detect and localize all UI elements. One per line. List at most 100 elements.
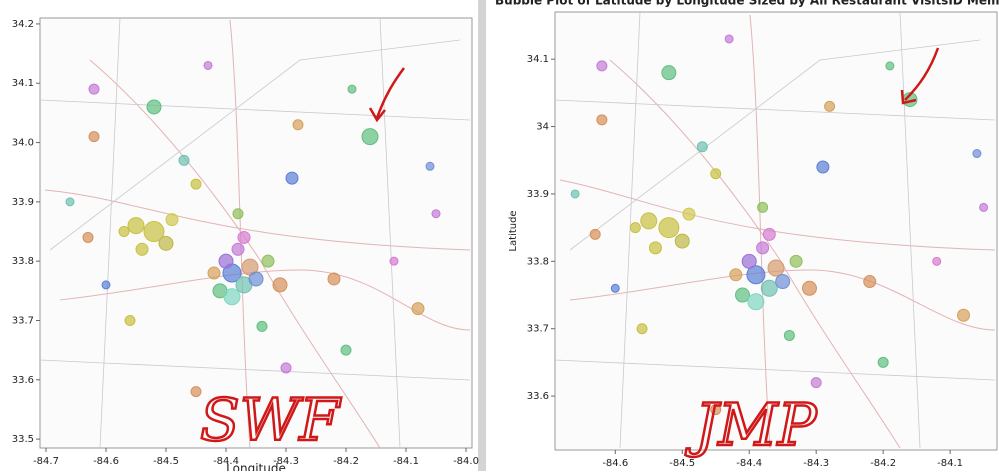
- bubble: [88, 83, 100, 95]
- bubble: [789, 254, 803, 268]
- bubble: [218, 253, 234, 269]
- y-tick-label: 33.7: [12, 315, 34, 326]
- divider: [478, 0, 486, 471]
- bubble: [347, 84, 357, 94]
- bubble: [340, 344, 352, 356]
- bubble: [327, 272, 341, 286]
- bubble: [292, 119, 304, 131]
- bubble: [885, 61, 895, 71]
- bubble: [648, 241, 662, 255]
- bubble: [190, 178, 202, 190]
- bubble: [747, 293, 765, 311]
- y-tick-label: 33.9: [527, 189, 549, 200]
- bubble: [735, 287, 751, 303]
- arrow-right: [900, 47, 940, 105]
- x-tick-label: -84.3: [273, 456, 299, 467]
- bubble: [816, 160, 830, 174]
- handwritten-note: SWF: [200, 386, 341, 454]
- y-tick-label: 33.9: [12, 197, 34, 208]
- handwritten-note: JMP: [685, 391, 818, 459]
- x-tick-label: -84.5: [669, 458, 695, 469]
- bubble: [127, 217, 145, 235]
- x-tick-label: -84.7: [33, 456, 59, 467]
- y-tick-label: 34: [536, 122, 549, 133]
- bubble: [767, 259, 785, 277]
- bubble: [272, 277, 288, 293]
- bubble: [824, 100, 836, 112]
- bubble: [877, 356, 889, 368]
- bubble: [231, 242, 245, 256]
- x-tick-label: -84.3: [803, 458, 829, 469]
- bubble: [261, 254, 275, 268]
- bubble: [863, 275, 877, 289]
- bubble: [724, 34, 734, 44]
- bubble: [280, 362, 292, 374]
- bubble: [165, 213, 179, 227]
- bubble: [801, 280, 817, 296]
- chart-title: Bubble Plot of Latitude by Longitude Siz…: [495, 0, 999, 8]
- x-tick-label: -84.2: [870, 458, 896, 469]
- bubble: [207, 266, 221, 280]
- y-tick-label: 34.2: [12, 19, 34, 30]
- bubble: [710, 404, 722, 416]
- bubble: [661, 65, 677, 81]
- bubble: [124, 314, 136, 326]
- bubble: [783, 329, 795, 341]
- map-roads-right: [554, 11, 996, 449]
- bubble: [596, 114, 608, 126]
- bubble: [596, 60, 608, 72]
- bubble: [570, 189, 580, 199]
- bubble: [101, 280, 111, 290]
- y-tick-label: 34.0: [12, 138, 34, 149]
- bubble: [389, 256, 399, 266]
- x-axis-label: Longitude: [226, 462, 286, 472]
- y-tick-label: 33.8: [12, 256, 34, 267]
- bubble: [223, 288, 241, 306]
- bubble: [65, 197, 75, 207]
- bubble: [810, 377, 822, 389]
- bubble: [757, 201, 769, 213]
- x-tick-label: -84.1: [393, 456, 419, 467]
- x-tick-label: -84.6: [602, 458, 628, 469]
- y-tick-label: 33.8: [527, 256, 549, 267]
- y-tick-label: 34.1: [12, 78, 34, 89]
- bubble: [636, 323, 648, 335]
- bubble: [610, 283, 620, 293]
- x-tick-label: -84.6: [93, 456, 119, 467]
- y-axis-label: Latitude: [508, 210, 519, 251]
- bubble: [158, 235, 174, 251]
- bubble: [741, 253, 757, 269]
- bubble: [425, 161, 435, 171]
- bubble: [729, 268, 743, 282]
- bubble: [118, 226, 130, 238]
- bubble: [203, 60, 213, 70]
- bubble: [88, 131, 100, 143]
- bubble: [674, 233, 690, 249]
- plot-frame-left: [39, 17, 473, 449]
- y-tick-label: 33.6: [527, 391, 549, 402]
- x-tick-label: -84.0: [453, 456, 479, 467]
- bubble: [285, 171, 299, 185]
- bubble: [629, 222, 641, 234]
- y-tick-label: 33.5: [12, 434, 34, 445]
- x-tick-label: -84.2: [333, 456, 359, 467]
- bubble: [775, 274, 791, 290]
- bubble: [932, 256, 942, 266]
- bubble: [82, 231, 94, 243]
- x-tick-label: -84.5: [153, 456, 179, 467]
- bubble: [760, 279, 778, 297]
- bubble: [957, 308, 971, 322]
- bubble: [756, 241, 770, 255]
- bubble: [696, 141, 708, 153]
- x-tick-label: -84.1: [937, 458, 963, 469]
- bubble: [256, 320, 268, 332]
- y-tick-label: 33.6: [12, 375, 34, 386]
- bubble: [248, 271, 264, 287]
- bubble: [411, 302, 425, 316]
- bubble: [135, 242, 149, 256]
- bubble: [979, 202, 989, 212]
- bubble: [746, 265, 766, 285]
- bubble: [640, 212, 658, 230]
- bubble: [237, 230, 251, 244]
